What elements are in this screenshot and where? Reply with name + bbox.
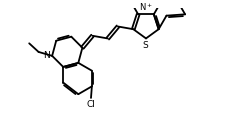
Text: N: N — [43, 51, 50, 60]
Text: Cl: Cl — [86, 100, 95, 109]
Text: S: S — [142, 41, 148, 50]
Text: N$^+$: N$^+$ — [139, 1, 153, 13]
